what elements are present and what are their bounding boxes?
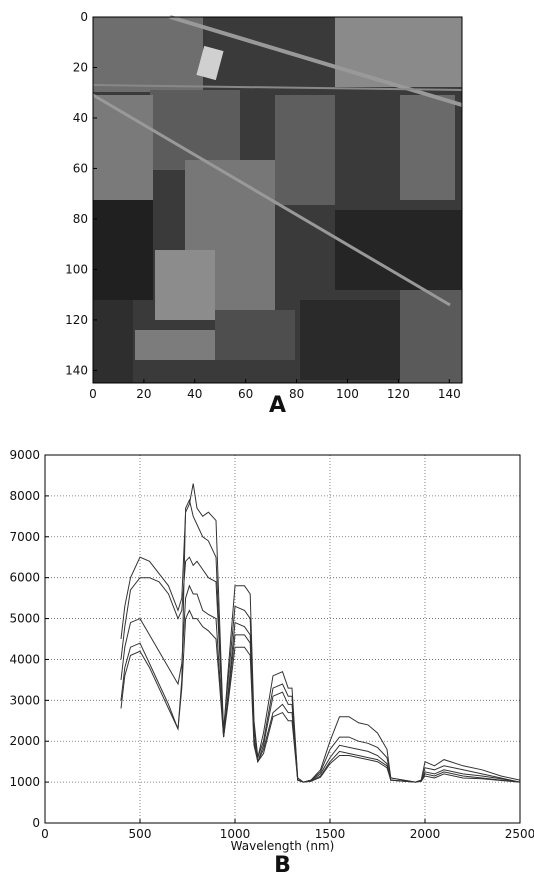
spectrum-line xyxy=(120,498,521,783)
y-tick-label: 6000 xyxy=(9,571,40,585)
y-tick-label: 9000 xyxy=(9,448,40,462)
y-tick-label: 0 xyxy=(80,10,88,24)
x-tick-label: 500 xyxy=(129,827,152,841)
y-tick-label: 8000 xyxy=(9,489,40,503)
y-tick-label: 20 xyxy=(73,60,88,74)
y-tick-label: 2000 xyxy=(9,734,40,748)
x-tick-label: 60 xyxy=(238,387,253,401)
x-tick-label: 20 xyxy=(136,387,151,401)
x-tick-label: 2500 xyxy=(505,827,534,841)
y-tick-label: 120 xyxy=(65,313,88,327)
x-tick-label: 0 xyxy=(41,827,49,841)
x-tick-label: 120 xyxy=(387,387,410,401)
y-tick-label: 100 xyxy=(65,262,88,276)
plot-frame xyxy=(92,16,463,384)
spectrum-line xyxy=(120,483,521,783)
y-tick-label: 1000 xyxy=(9,775,40,789)
panel-label: B xyxy=(274,853,291,878)
y-tick-label: 60 xyxy=(73,161,88,175)
satellite-image xyxy=(92,15,463,383)
spectrum-line xyxy=(120,609,521,783)
y-tick-label: 5000 xyxy=(9,612,40,626)
y-tick-label: 0 xyxy=(32,816,40,830)
y-tick-label: 140 xyxy=(65,363,88,377)
y-tick-label: 4000 xyxy=(9,652,40,666)
x-tick-label: 40 xyxy=(187,387,202,401)
y-tick-label: 80 xyxy=(73,212,88,226)
x-tick-label: 140 xyxy=(438,387,461,401)
x-tick-label: 2000 xyxy=(410,827,441,841)
plot-frame xyxy=(44,454,521,824)
y-tick-label: 7000 xyxy=(9,530,40,544)
x-tick-label: 1500 xyxy=(315,827,346,841)
x-tick-label: 0 xyxy=(89,387,97,401)
y-tick-label: 40 xyxy=(73,111,88,125)
spectrum-line xyxy=(120,584,521,783)
x-tick-label: 80 xyxy=(289,387,304,401)
y-tick-label: 3000 xyxy=(9,693,40,707)
x-axis-label: Wavelength (nm) xyxy=(231,839,335,853)
x-tick-label: 100 xyxy=(336,387,359,401)
panel-label: A xyxy=(269,393,286,418)
x-tick-label: 1000 xyxy=(220,827,251,841)
